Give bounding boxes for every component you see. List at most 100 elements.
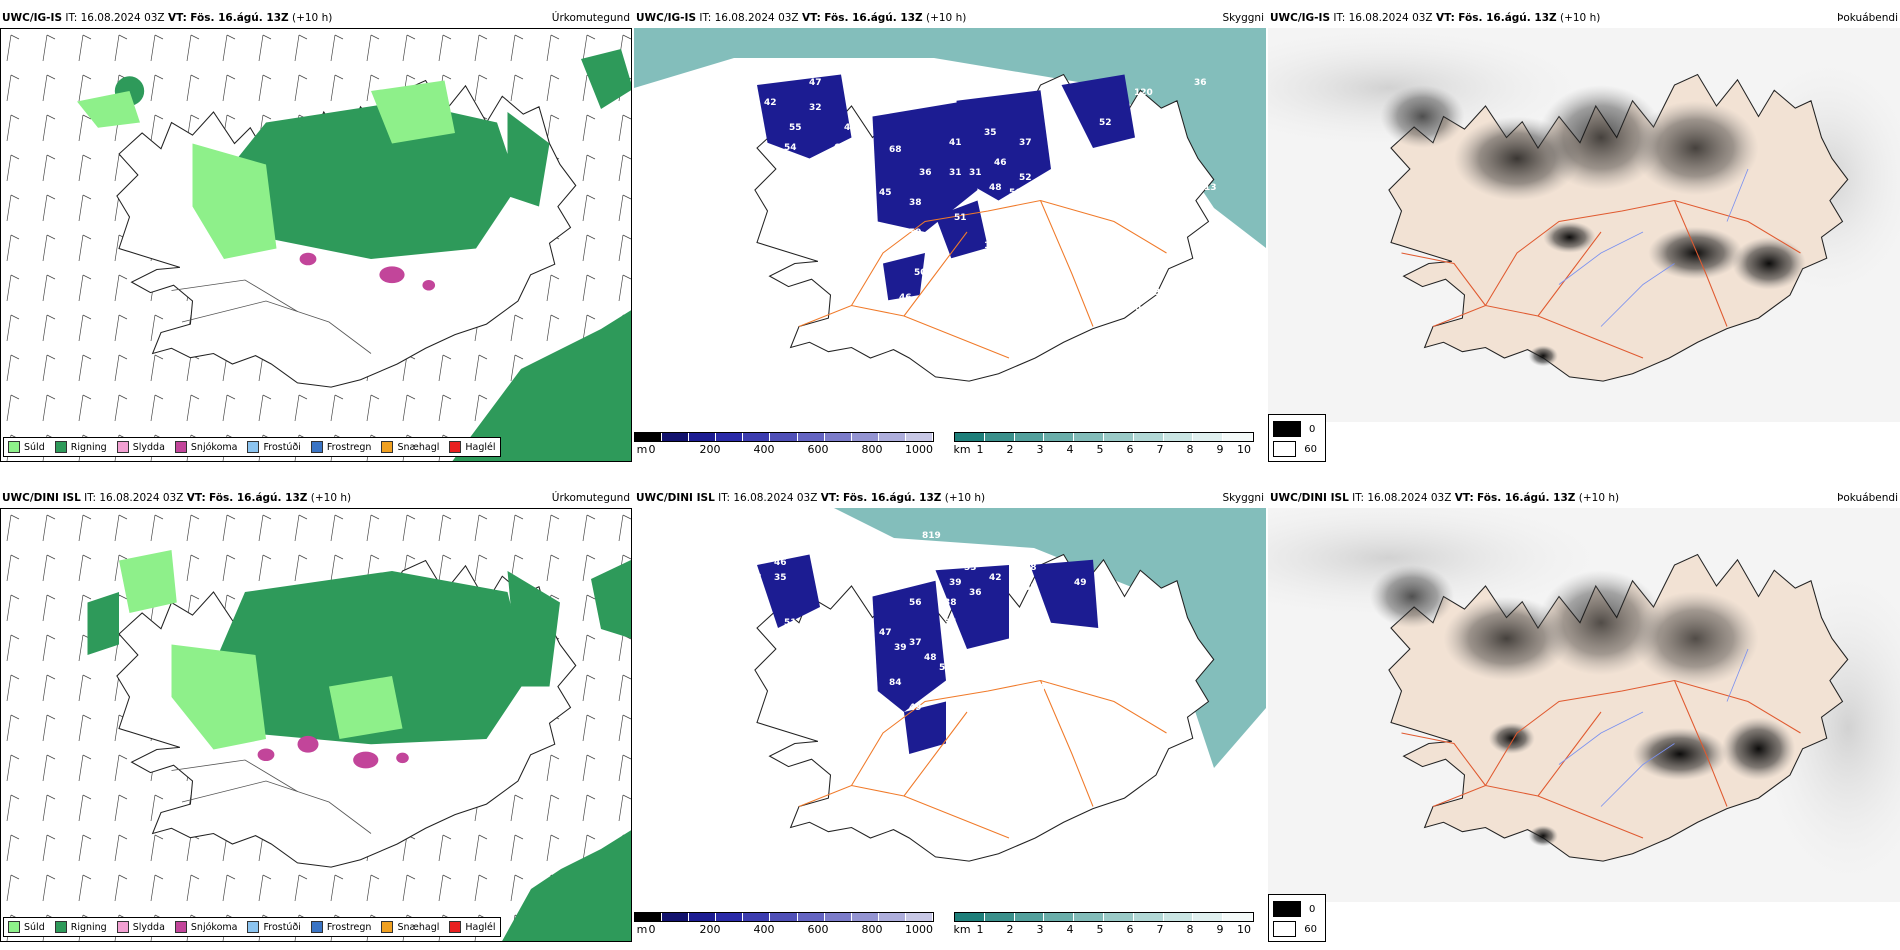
cloud-height-label: 38 [749,573,762,583]
cloud-height-label: 250 [1224,276,1243,286]
cloud-height-label: 6672 [984,223,1010,233]
cloud-height-labels: 46 38 35 46 49 51 37 70 819 53 39 42 48 … [694,523,1214,873]
legend-label: 60 [1304,443,1317,455]
vt-label: VT: [186,492,206,504]
cloud-height-label: 56 [1009,188,1022,198]
cloud-height-label: 46 [994,158,1007,168]
legend-label: 400 [753,923,775,936]
color-swatch [1223,913,1253,921]
visibility-panel: UWC/IG-IS IT: 16.08.2024 03Z VT: Fös. 16… [634,12,1266,462]
color-swatch [905,433,934,441]
legend-label: 400 [753,443,775,456]
color-swatch [635,433,663,441]
cloud-height-label: 32 [809,103,822,113]
color-swatch [8,921,20,933]
road-network [1401,679,1801,839]
fog-indicator-panel: UWC/IG-IS IT: 16.08.2024 03Z VT: Fös. 16… [1268,12,1900,462]
legend-item-snaehagl: Snæhagl [381,921,439,933]
cloud-height-label: 48 [1039,683,1052,693]
legend-label: 1 [976,923,984,936]
legend-label: 10 [1237,923,1251,936]
panel-title: Þokuábendi [1837,12,1898,24]
vt-label: VT: [167,12,187,24]
precip-legend: Súld Rigning Slydda Snjókoma Frostúði Fr… [3,917,501,937]
cloud-height-label: 53 [964,563,977,573]
legend-item-snaehagl: Snæhagl [381,441,439,453]
legend-label: Súld [24,441,45,453]
visibility-colorbar: km 1 2 3 4 5 6 7 8 9 10 [953,912,1254,942]
cloud-height-label: 38 [909,198,922,208]
color-swatch [1163,433,1194,441]
color-swatch [310,921,323,933]
legend-item-haglel: Haglél [449,921,496,933]
it-label: IT: [1333,12,1346,24]
model-name: UWC/IG-IS [636,12,697,24]
cloud-height-label: 68 [759,163,772,173]
color-swatch [984,913,1015,921]
color-swatch [449,441,462,453]
lead-time: (+10 h) [1559,12,1601,24]
legend-label: 2 [1006,443,1014,456]
color-swatch [381,921,394,933]
color-swatch [689,433,717,441]
it-label: IT: [1352,492,1365,504]
cloud-height-label: 42 [764,98,777,108]
legend-label: 800 [861,443,883,456]
legend-label: Frostregn [326,921,372,933]
cloud-height-label: 48 [924,653,937,663]
legend-item-slydda: Slydda [116,441,165,453]
legend-label: 5 [1096,923,1104,936]
cloud-height-label: 46 [749,593,762,603]
color-swatch [1273,441,1297,457]
fog-legend: 0 60 [1268,414,1326,462]
color-swatch [743,433,771,441]
legend-label: Snjókoma [190,441,238,453]
colorbar-m-ticks: m 0 200 400 600 800 1000 [634,923,934,937]
color-swatch [247,921,260,933]
cloud-height-label: 34 [1054,128,1067,138]
river-network [1558,168,1749,327]
cloud-height-label: 145 [984,241,1003,251]
cloud-height-label: 819 [922,531,941,541]
fog-legend-item: 0 [1273,901,1317,917]
color-swatch [905,913,934,921]
cloud-height-label: 56 [909,598,922,608]
road-network [798,199,1167,359]
legend-label: Snæhagl [397,921,440,933]
cloud-height-label: 48 [1024,563,1037,573]
color-swatch [1044,913,1075,921]
color-swatch [635,913,663,921]
fog-legend: 0 60 [1268,894,1326,942]
vt-label: VT: [820,492,840,504]
color-swatch [1074,433,1104,441]
legend-label: km [953,923,971,936]
color-swatch [116,441,129,453]
legend-item-sudl: Súld [8,921,45,933]
lead-time: (+10 h) [944,492,986,504]
cloud-height-label: 70 [724,618,737,628]
legend-label: km [953,443,971,456]
panel-header: UWC/IG-IS IT: 16.08.2024 03Z VT: Fös. 16… [636,12,1264,26]
color-swatch [116,921,129,933]
init-time: 16.08.2024 03Z [1367,492,1452,504]
color-swatch [851,913,879,921]
legend-label: 4 [1066,923,1074,936]
road-network [798,679,1167,839]
cloud-height-label: 68 [889,145,902,155]
colorbar-m-bar [634,432,934,442]
legend-label: 9 [1216,923,1224,936]
valid-time: Fös. 16.ágú. 13Z [1477,492,1576,504]
cloud-height-label: 41 [949,138,962,148]
it-label: IT: [699,12,712,24]
legend-item-frostregn: Frostregn [310,441,372,453]
sleet-snow-areas [299,252,436,291]
legend-label: 200 [699,923,721,936]
color-swatch [1103,913,1134,921]
legend-label: Frostregn [326,441,372,453]
fog-areas [1380,85,1806,367]
colorbar-km-bar [954,912,1254,922]
panel-title: Úrkomutegund [551,12,630,24]
color-swatch [716,913,744,921]
valid-time: Fös. 16.ágú. 13Z [1458,12,1557,24]
cloud-height-label: 102 [1039,283,1058,293]
